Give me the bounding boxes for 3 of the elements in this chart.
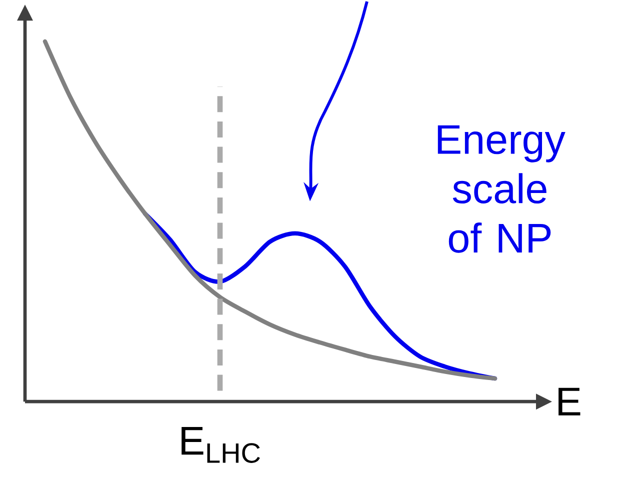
text: E$_{LHC}$ [182, 427, 260, 464]
x-axis-title: E [558, 388, 580, 416]
annotation: Energy scale of NP [438, 126, 566, 254]
